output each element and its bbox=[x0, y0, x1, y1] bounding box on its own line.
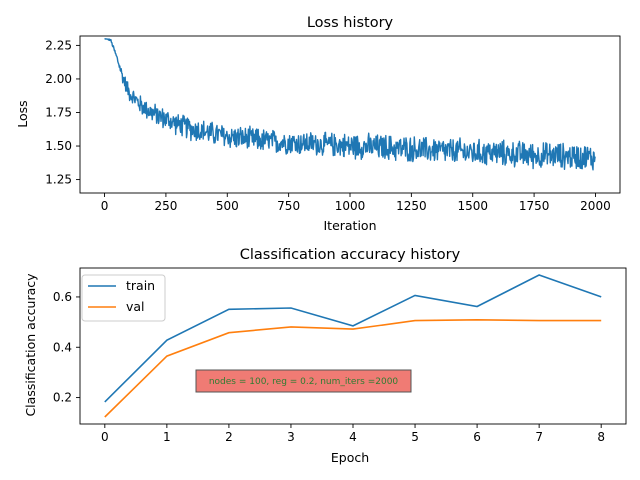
x-tick-label: 8 bbox=[597, 430, 605, 444]
y-tick-label: 0.2 bbox=[53, 391, 72, 405]
loss-history-axes: Loss history 0 250 500 750 1000 1250 1500 1750 2… bbox=[15, 15, 621, 233]
series-line-train bbox=[104, 274, 602, 403]
y-tick-label: 1.50 bbox=[45, 139, 72, 153]
x-tick-label: 1750 bbox=[519, 199, 550, 213]
x-tick-label: 1000 bbox=[335, 199, 366, 213]
y-tick-label: 1.25 bbox=[45, 173, 72, 187]
x-tick-label: 1 bbox=[163, 430, 171, 444]
accuracy-x-label: Epoch bbox=[331, 450, 369, 465]
x-tick-label: 3 bbox=[287, 430, 295, 444]
x-tick-label: 250 bbox=[154, 199, 177, 213]
accuracy-x-ticks: 0 1 2 3 4 5 6 7 8 bbox=[101, 424, 605, 444]
legend-label-train: train bbox=[126, 278, 155, 293]
x-tick-label: 2 bbox=[225, 430, 233, 444]
x-tick-label: 0 bbox=[101, 430, 109, 444]
loss-y-ticks: 1.25 1.50 1.75 2.00 2.25 bbox=[45, 38, 80, 187]
legend-label-val: val bbox=[126, 299, 145, 314]
legend: train val bbox=[81, 274, 166, 322]
y-tick-label: 1.75 bbox=[45, 105, 72, 119]
accuracy-axes-frame bbox=[79, 267, 627, 425]
accuracy-series bbox=[104, 274, 602, 418]
accuracy-y-ticks: 0.2 0.4 0.6 bbox=[53, 290, 80, 405]
x-tick-label: 5 bbox=[411, 430, 419, 444]
y-tick-label: 2.00 bbox=[45, 72, 72, 86]
accuracy-chart-title: Classification accuracy history bbox=[240, 247, 461, 263]
accuracy-y-label: Classification accuracy bbox=[23, 273, 38, 417]
x-tick-label: 7 bbox=[535, 430, 543, 444]
y-tick-label: 2.25 bbox=[45, 38, 72, 52]
annotation-background bbox=[195, 369, 412, 393]
loss-x-label: Iteration bbox=[323, 218, 376, 233]
loss-y-label: Loss bbox=[15, 100, 30, 127]
y-tick-label: 0.4 bbox=[53, 340, 72, 354]
x-tick-label: 1250 bbox=[396, 199, 427, 213]
x-tick-label: 1500 bbox=[457, 199, 488, 213]
x-tick-label: 4 bbox=[349, 430, 357, 444]
x-tick-label: 750 bbox=[277, 199, 300, 213]
x-tick-label: 2000 bbox=[580, 199, 611, 213]
loss-x-ticks: 0 250 500 750 1000 1250 1500 1750 2000 bbox=[101, 193, 611, 213]
x-tick-label: 6 bbox=[473, 430, 481, 444]
x-tick-label: 0 bbox=[101, 199, 109, 213]
accuracy-history-axes: Classification accuracy history 0 1 2 3 4 5 6 7… bbox=[23, 247, 627, 465]
annotation-text: nodes = 100, reg = 0.2, num_iters =2000 bbox=[209, 377, 399, 387]
x-tick-label: 500 bbox=[216, 199, 239, 213]
annotation-box: nodes = 100, reg = 0.2, num_iters =2000 bbox=[195, 369, 412, 393]
loss-axes-frame bbox=[79, 35, 621, 194]
series-line-val bbox=[104, 318, 602, 418]
y-tick-label: 0.6 bbox=[53, 290, 72, 304]
loss-line bbox=[104, 38, 596, 171]
loss-chart-title: Loss history bbox=[307, 15, 394, 31]
